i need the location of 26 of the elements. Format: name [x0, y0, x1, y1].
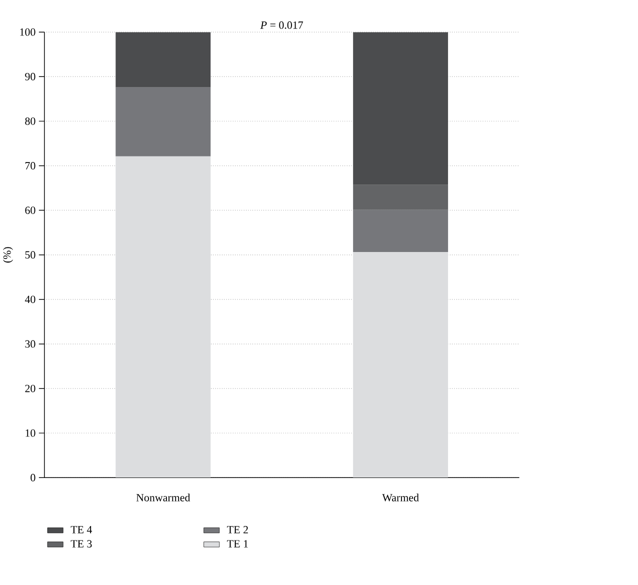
y-tick-label: 40: [24, 296, 36, 304]
y-tick-label: 10: [26, 429, 36, 437]
legend-label: TE 1: [227, 540, 248, 548]
bar: [353, 32, 448, 185]
y-tick-label: 50: [25, 251, 36, 259]
legend-label: TE 2: [227, 526, 248, 534]
bar: [116, 156, 211, 478]
bar: [353, 184, 448, 210]
y-tick-label: 90: [25, 72, 36, 80]
chart-title: P = 0.017: [260, 21, 304, 29]
y-tick-label: 100: [20, 28, 36, 36]
y-tick-label: 70: [25, 162, 36, 170]
y-tick-label: 60: [25, 206, 36, 214]
legend-label: TE 3: [70, 540, 92, 548]
bar: [353, 252, 448, 478]
y-tick-label: 20: [25, 384, 36, 392]
y-tick-label: 0: [30, 474, 36, 482]
legend-label: TE 4: [70, 526, 92, 534]
x-tick-label: Warmed: [382, 494, 419, 502]
y-tick-label: 80: [25, 118, 36, 125]
bar: [353, 210, 448, 252]
y-axis-title: (%): [3, 247, 13, 263]
bar: [116, 32, 211, 88]
x-tick-label: Nonwarmed: [136, 494, 190, 502]
y-tick-label: 30: [25, 340, 36, 348]
bar: [116, 87, 211, 156]
